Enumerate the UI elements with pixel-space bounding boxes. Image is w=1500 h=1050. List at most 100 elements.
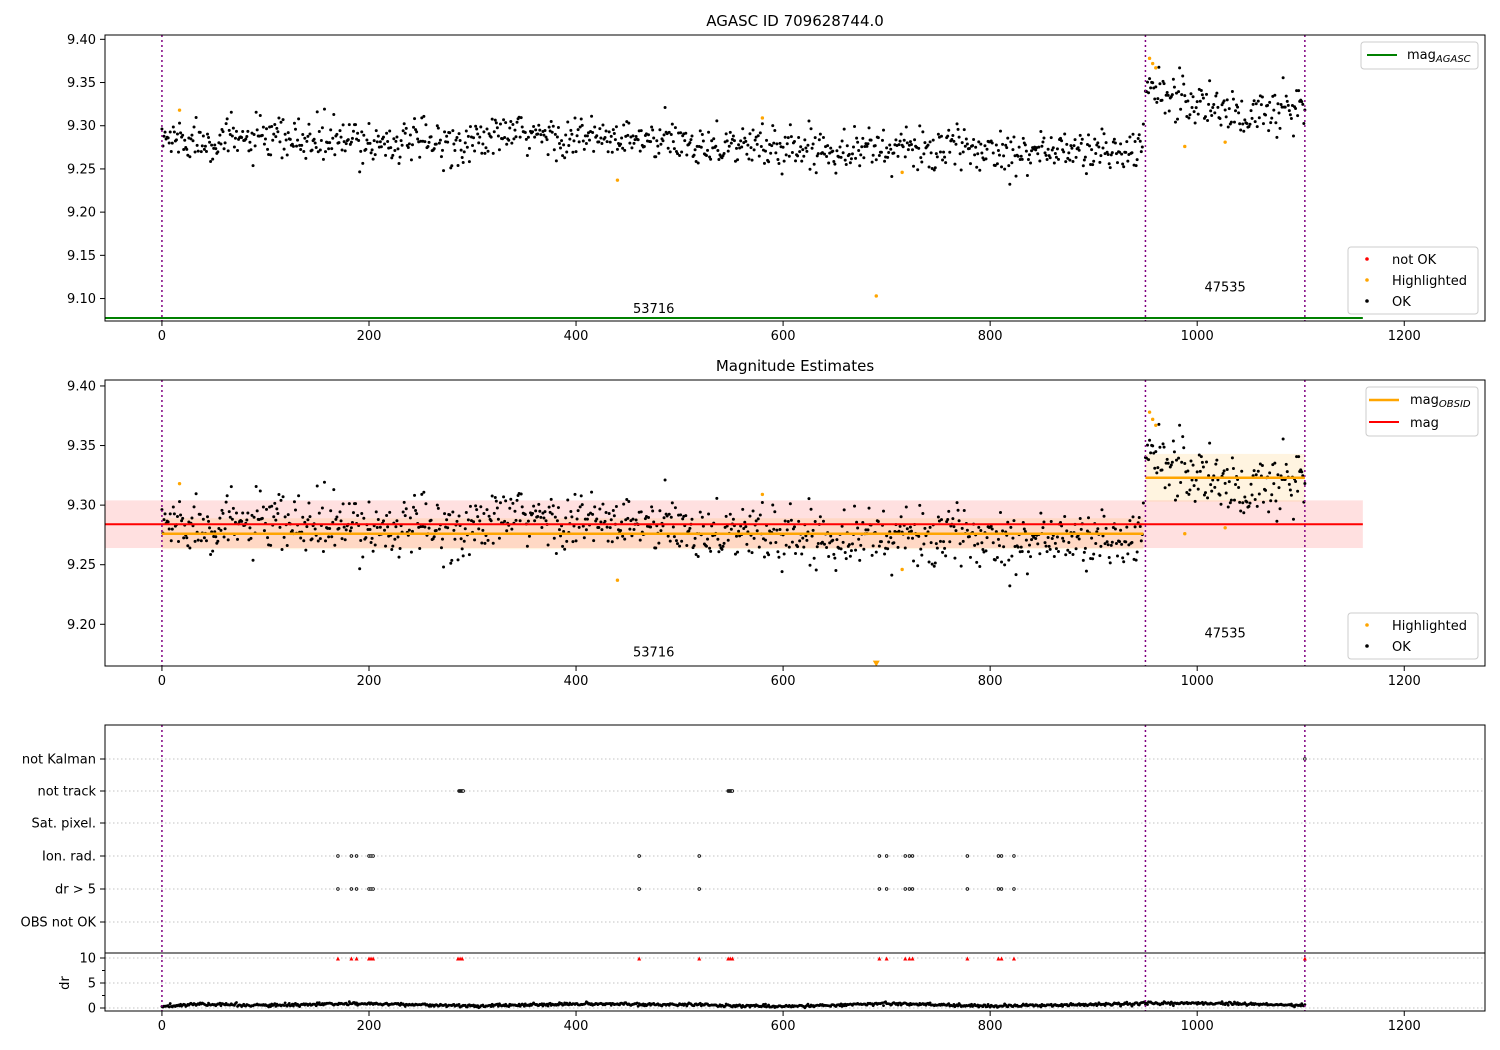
ok-point — [1005, 146, 1009, 150]
ok-point — [974, 145, 978, 149]
ok-point — [659, 142, 663, 146]
obsid-label: 47535 — [1204, 626, 1245, 641]
ok-point — [354, 502, 358, 506]
ok-point — [620, 136, 624, 140]
ok-point — [281, 495, 285, 499]
ok-point — [951, 517, 955, 521]
ok-point — [1154, 450, 1158, 454]
ok-point — [998, 511, 1002, 515]
ok-point — [1009, 140, 1013, 144]
ok-point — [358, 170, 362, 174]
obsid-label: 53716 — [633, 645, 674, 660]
ok-point — [654, 155, 658, 159]
ok-point — [1245, 122, 1249, 126]
ok-point — [709, 157, 713, 161]
ok-point — [163, 130, 167, 134]
ok-point — [486, 149, 490, 153]
ok-point — [903, 155, 907, 159]
ok-point — [1062, 150, 1066, 154]
ok-point — [402, 122, 406, 126]
ok-point — [442, 169, 446, 173]
ok-point — [1234, 482, 1238, 486]
ok-point — [608, 140, 612, 144]
ok-point — [608, 526, 612, 530]
ok-point — [1097, 145, 1101, 149]
p2-xtick-label: 1200 — [1388, 674, 1421, 689]
ok-point — [911, 536, 915, 540]
ok-point — [615, 536, 619, 540]
ok-point — [468, 504, 472, 508]
p2-xtick-label: 800 — [978, 674, 1003, 689]
ok-point — [1288, 488, 1292, 492]
ok-point — [882, 509, 886, 513]
p1-xtick-label: 1200 — [1388, 329, 1421, 344]
ok-point — [1024, 538, 1028, 542]
ok-point — [551, 124, 555, 128]
ok-point — [918, 503, 922, 507]
ok-point — [1295, 89, 1299, 93]
ok-point — [905, 527, 909, 531]
ok-point — [283, 132, 287, 136]
ok-point — [959, 168, 963, 172]
ok-point — [1099, 544, 1103, 548]
ok-point — [563, 547, 567, 551]
ok-point — [413, 117, 417, 121]
ok-point — [393, 537, 397, 541]
ok-point — [973, 153, 977, 157]
ok-point — [193, 539, 197, 543]
ok-point — [639, 510, 643, 514]
ok-point — [240, 135, 244, 139]
ok-point — [546, 543, 550, 547]
ok-point — [527, 534, 531, 538]
ok-point — [1267, 510, 1271, 514]
dr-outlier-marker — [884, 956, 889, 961]
ok-point — [1268, 100, 1272, 104]
ok-point — [539, 515, 543, 519]
ok-point — [395, 135, 399, 139]
ok-point — [1050, 537, 1054, 541]
ok-point — [248, 140, 252, 144]
ok-point — [360, 512, 364, 516]
ok-point — [361, 555, 365, 559]
ok-point — [273, 122, 277, 126]
dr-point — [269, 1005, 273, 1008]
dr-outlier-marker — [349, 956, 354, 961]
ok-point — [1232, 120, 1236, 124]
ok-point — [241, 129, 245, 133]
ok-point — [774, 151, 778, 155]
ok-point — [762, 161, 766, 165]
ok-point — [839, 155, 843, 159]
ok-point — [1073, 138, 1077, 142]
ok-point — [751, 128, 755, 132]
dr-point — [168, 1002, 172, 1005]
ok-point — [912, 164, 916, 168]
ok-point — [844, 163, 848, 167]
ok-point — [227, 510, 231, 514]
ok-point — [1215, 458, 1219, 462]
ok-point — [1238, 500, 1242, 504]
ok-point — [814, 171, 818, 175]
ok-point — [908, 525, 912, 529]
ok-point — [582, 536, 586, 540]
ok-point — [194, 492, 198, 496]
ok-point — [460, 547, 464, 551]
ok-point — [832, 552, 836, 556]
ok-point — [295, 144, 299, 148]
ok-point — [1219, 123, 1223, 127]
ok-point — [1242, 129, 1246, 133]
ok-point — [523, 513, 527, 517]
ok-point — [1194, 106, 1198, 110]
ok-point — [1271, 463, 1275, 467]
ok-point — [234, 511, 238, 515]
ok-point — [841, 151, 845, 155]
ok-point — [1209, 109, 1213, 113]
ok-point — [490, 117, 494, 121]
ok-point — [379, 145, 383, 149]
ok-point — [246, 511, 250, 515]
ok-point — [787, 545, 791, 549]
ok-point — [410, 529, 414, 533]
dr-outlier-marker — [730, 956, 735, 961]
ok-point — [181, 133, 185, 137]
ok-point — [262, 142, 266, 146]
ok-point — [1029, 555, 1033, 559]
